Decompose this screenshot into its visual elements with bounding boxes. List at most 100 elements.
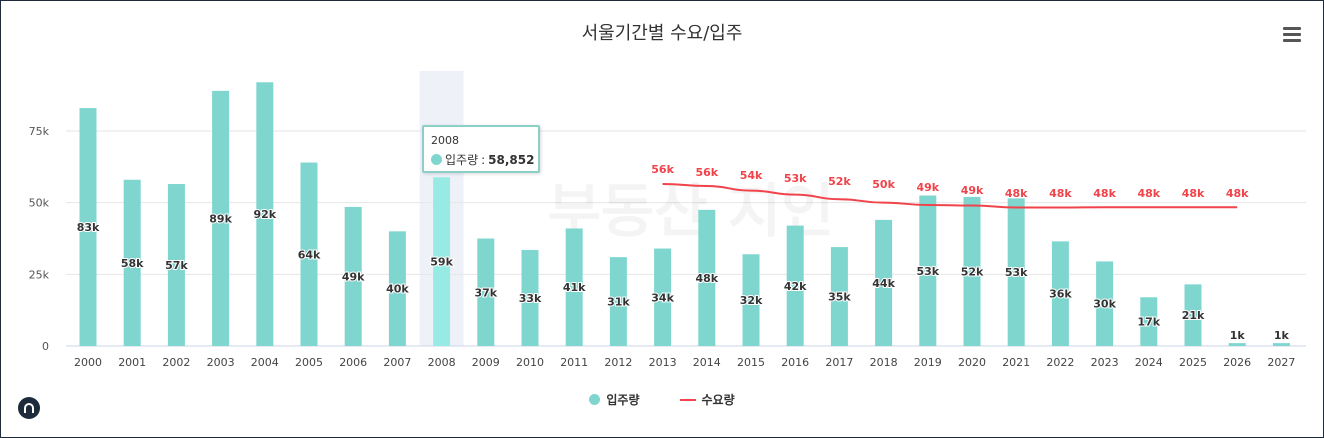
legend-item-supply[interactable]: 입주량 xyxy=(589,391,640,408)
x-tick-label: 2003 xyxy=(207,356,235,369)
legend-item-demand[interactable]: 수요량 xyxy=(679,391,735,408)
x-tick-label: 2000 xyxy=(74,356,102,369)
bar-data-label: 49k xyxy=(342,270,365,283)
bar-2011[interactable] xyxy=(565,228,583,346)
x-tick-label: 2018 xyxy=(870,356,898,369)
bar-2004[interactable] xyxy=(256,82,274,347)
bar-data-label: 21k xyxy=(1182,309,1205,322)
tooltip: 2008 입주량:58,852 xyxy=(422,125,540,173)
bar-2026[interactable] xyxy=(1228,343,1246,346)
bar-2017[interactable] xyxy=(830,247,848,346)
bar-2016[interactable] xyxy=(786,225,804,346)
bar-2014[interactable] xyxy=(698,209,716,346)
demand-line xyxy=(662,183,1238,209)
bar-data-label: 53k xyxy=(916,265,939,278)
tooltip-series-dot xyxy=(431,154,442,165)
bar-2023[interactable] xyxy=(1096,261,1114,346)
tooltip-category: 2008 xyxy=(431,134,459,147)
tooltip-value: 58,852 xyxy=(488,152,535,167)
bar-data-label: 32k xyxy=(740,294,763,307)
bar-2007[interactable] xyxy=(388,231,406,346)
bar-data-label: 57k xyxy=(165,259,188,272)
x-tick-label: 2024 xyxy=(1135,356,1163,369)
line-data-label: 54k xyxy=(740,169,763,182)
line-data-label: 48k xyxy=(1005,187,1028,200)
bar-2015[interactable] xyxy=(742,254,760,346)
bar-data-label: 30k xyxy=(1093,298,1116,311)
line-data-label: 50k xyxy=(872,178,895,191)
x-tick-label: 2023 xyxy=(1091,356,1119,369)
x-tick-label: 2002 xyxy=(162,356,190,369)
bar-data-label: 42k xyxy=(784,280,807,293)
line-data-label: 52k xyxy=(828,175,851,188)
x-tick-label: 2012 xyxy=(604,356,632,369)
bar-2022[interactable] xyxy=(1051,241,1069,346)
bar-data-label: 53k xyxy=(1005,266,1028,279)
x-tick-label: 2006 xyxy=(339,356,367,369)
legend-label: 수요량 xyxy=(701,393,735,407)
bar-2012[interactable] xyxy=(609,257,627,346)
x-tick-label: 2013 xyxy=(649,356,677,369)
bar-2002[interactable] xyxy=(167,184,185,346)
bar-data-label: 1k xyxy=(1274,329,1290,342)
x-tick-label: 2008 xyxy=(428,356,456,369)
hamburger-menu-icon[interactable] xyxy=(1283,27,1301,45)
bar-2008[interactable] xyxy=(433,177,451,346)
x-tick-label: 2021 xyxy=(1002,356,1030,369)
bar-data-label: 58k xyxy=(121,257,144,270)
bar-2001[interactable] xyxy=(123,179,141,346)
bar-2024[interactable] xyxy=(1140,297,1158,346)
y-tick-label: 25k xyxy=(29,268,50,281)
bar-data-label: 48k xyxy=(695,272,718,285)
bar-2006[interactable] xyxy=(344,206,362,346)
bar-2020[interactable] xyxy=(963,196,981,346)
home-logo-icon[interactable] xyxy=(18,397,40,419)
bar-data-label: 35k xyxy=(828,291,851,304)
bar-2021[interactable] xyxy=(1007,198,1025,346)
line-data-label: 53k xyxy=(784,172,807,185)
bar-data-label: 92k xyxy=(253,208,276,221)
bar-2000[interactable] xyxy=(79,108,97,346)
x-tick-label: 2019 xyxy=(914,356,942,369)
legend: 입주량 수요량 xyxy=(1,391,1323,408)
bar-data-label: 1k xyxy=(1230,329,1246,342)
x-tick-label: 2022 xyxy=(1046,356,1074,369)
x-tick-label: 2004 xyxy=(251,356,279,369)
bar-2003[interactable] xyxy=(212,90,230,346)
bar-data-label: 17k xyxy=(1137,316,1160,329)
x-tick-label: 2017 xyxy=(825,356,853,369)
watermark: 부동산 지인 xyxy=(548,177,835,245)
bar-data-label: 52k xyxy=(961,265,984,278)
line-data-label: 48k xyxy=(1182,187,1205,200)
bar-2010[interactable] xyxy=(521,249,539,346)
y-tick-label: 50k xyxy=(29,197,50,210)
line-data-label: 49k xyxy=(961,184,984,197)
bar-2027[interactable] xyxy=(1272,343,1290,346)
line-data-label: 48k xyxy=(1093,187,1116,200)
x-tick-label: 2016 xyxy=(781,356,809,369)
x-tick-label: 2026 xyxy=(1223,356,1251,369)
line-data-label: 49k xyxy=(916,181,939,194)
bar-data-label: 31k xyxy=(607,296,630,309)
x-tick-label: 2011 xyxy=(560,356,588,369)
bar-2013[interactable] xyxy=(654,248,672,346)
bar-data-label: 37k xyxy=(474,286,497,299)
bar-data-label: 33k xyxy=(519,292,542,305)
bar-2018[interactable] xyxy=(875,219,893,346)
x-tick-label: 2020 xyxy=(958,356,986,369)
bar-2005[interactable] xyxy=(300,162,318,346)
x-tick-label: 2027 xyxy=(1267,356,1295,369)
bar-2019[interactable] xyxy=(919,195,937,347)
legend-label: 입주량 xyxy=(606,393,640,407)
line-data-label: 56k xyxy=(651,163,674,176)
x-tick-label: 2014 xyxy=(693,356,721,369)
bar-2025[interactable] xyxy=(1184,284,1202,346)
bar-data-label: 44k xyxy=(872,277,895,290)
x-tick-label: 2001 xyxy=(118,356,146,369)
bar-data-label: 40k xyxy=(386,283,409,296)
bar-2009[interactable] xyxy=(477,238,495,347)
bar-data-label: 64k xyxy=(298,248,321,261)
x-tick-label: 2007 xyxy=(383,356,411,369)
